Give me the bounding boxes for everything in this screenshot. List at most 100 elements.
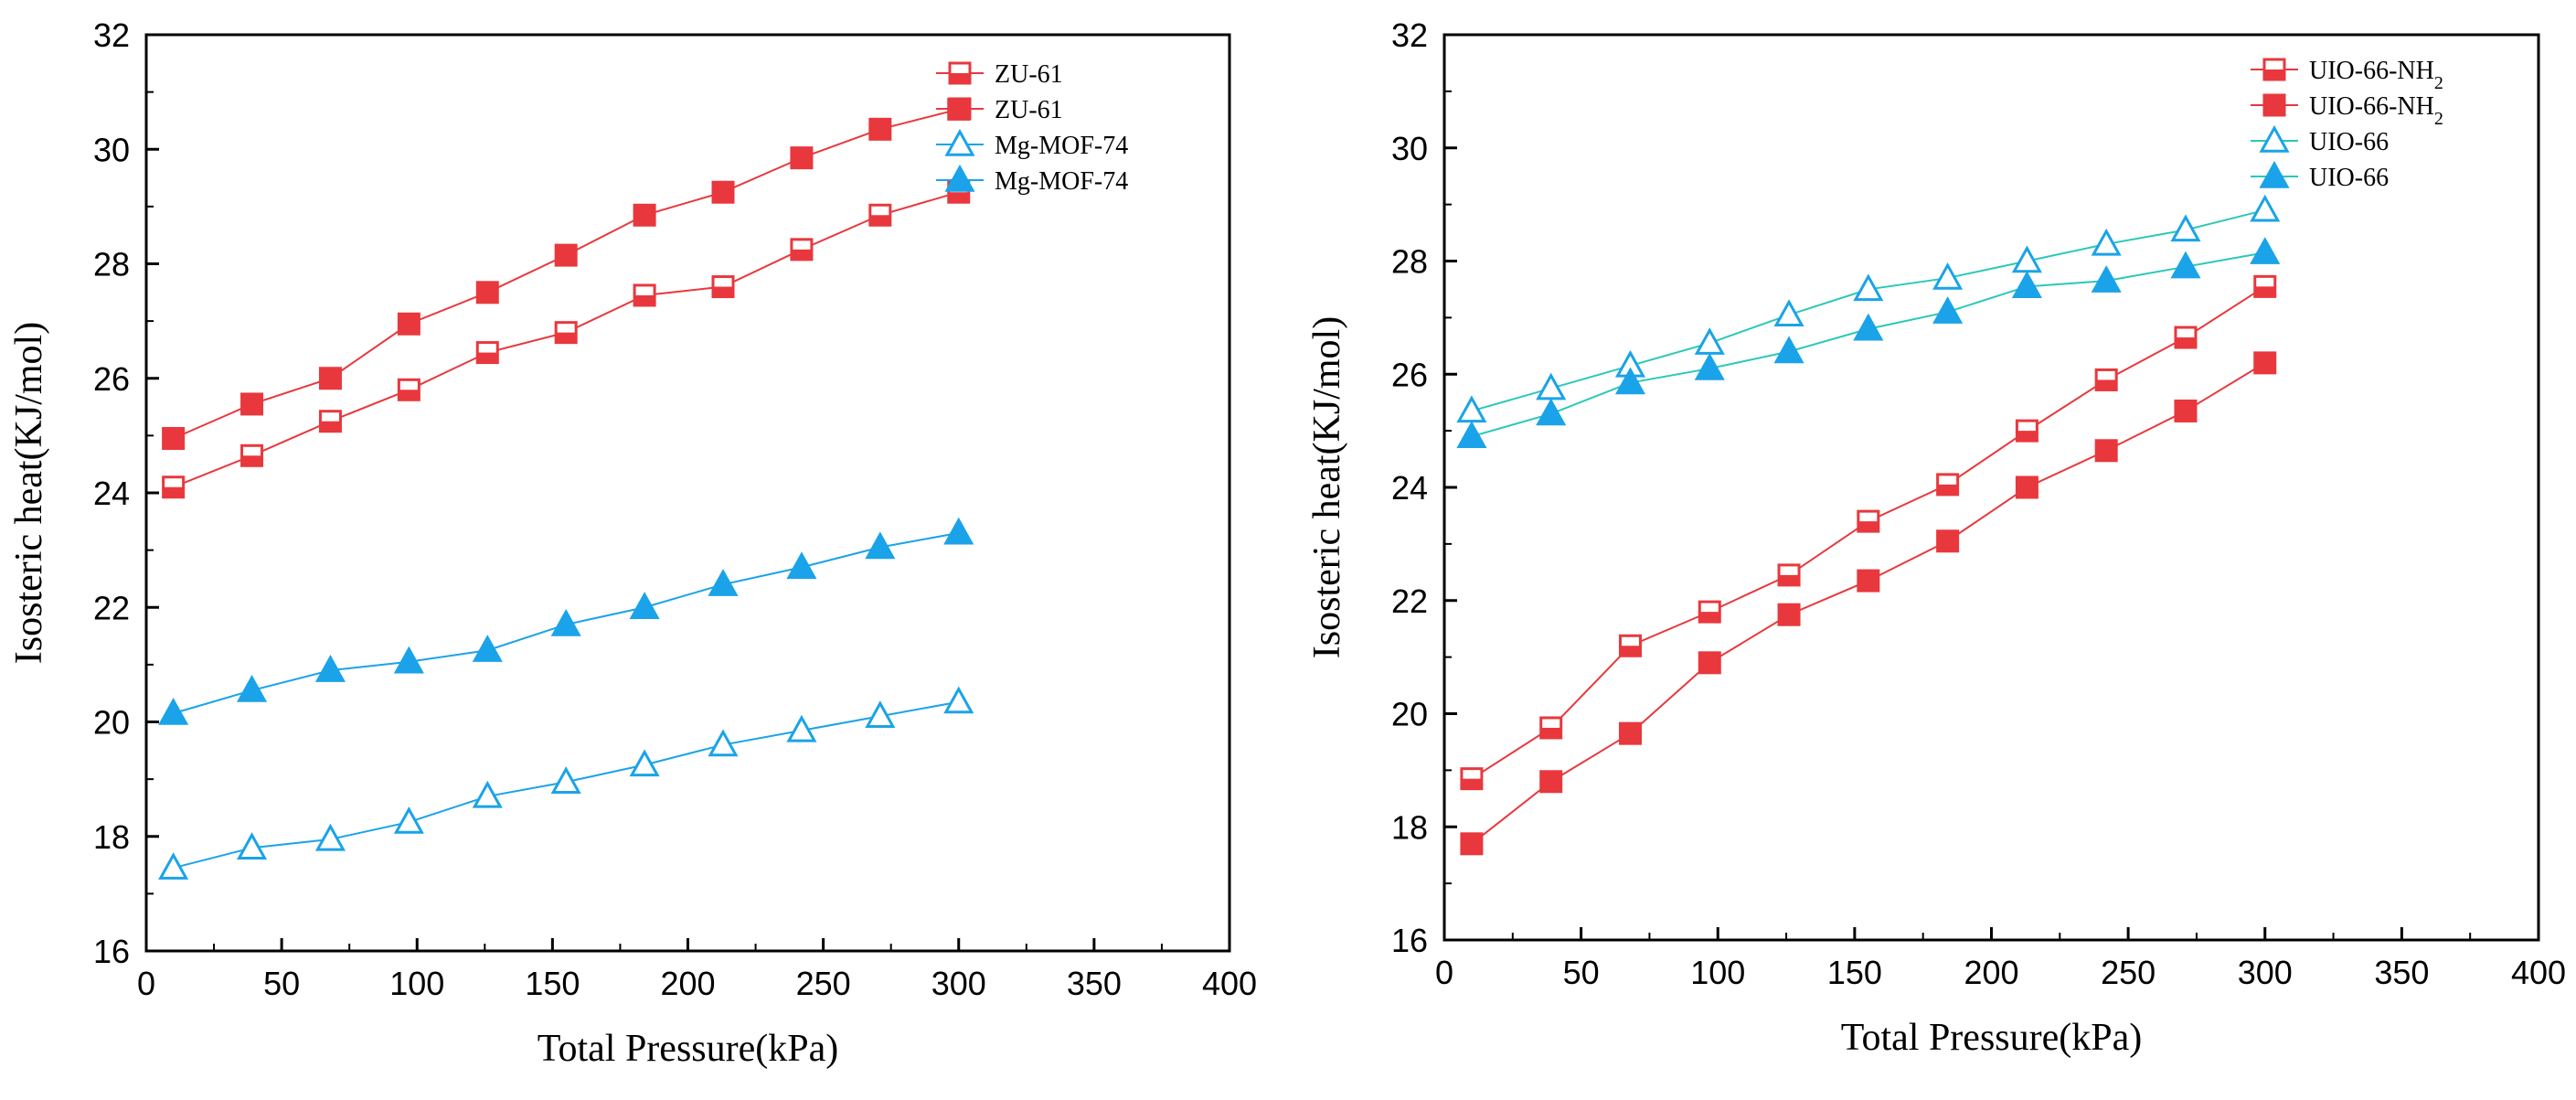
legend-marker	[948, 97, 972, 121]
data-point	[786, 714, 817, 742]
data-point	[1618, 721, 1642, 745]
series-line	[1471, 208, 2265, 412]
y-axis-title: Isosteric heat(KJ/mol)	[8, 322, 50, 664]
data-point	[943, 686, 974, 714]
left-chart-panel: 0 50 100 150 200 250 300 350 400 16 18 20 22 24 26 28 30…	[8, 16, 1257, 1070]
data-point	[2253, 351, 2277, 375]
data-point	[1698, 651, 1721, 675]
y-tick-label: 16	[1391, 922, 1428, 959]
data-point	[2091, 228, 2122, 256]
data-point-fill	[477, 352, 498, 363]
y-tick-label: 24	[93, 475, 130, 512]
data-point	[790, 146, 814, 170]
data-point	[1456, 421, 1487, 449]
data-point-fill	[1779, 574, 1800, 585]
data-point	[1857, 569, 1880, 593]
data-point	[865, 531, 896, 560]
legend-label: Mg-MOF-74	[995, 167, 1128, 196]
data-point	[2011, 271, 2042, 299]
data-point	[1614, 367, 1646, 395]
data-point-fill	[791, 249, 812, 260]
y-tick-label: 32	[1391, 16, 1428, 54]
series-line	[173, 108, 959, 440]
series-1	[1460, 351, 2277, 856]
data-point	[236, 832, 268, 860]
data-point	[162, 427, 186, 451]
data-point-fill	[2096, 379, 2117, 390]
data-point	[708, 729, 739, 757]
data-point	[1853, 273, 1884, 302]
right-chart-panel: 0 50 100 150 200 250 300 350 400 16 18 20 22 24 26 28 30…	[1306, 16, 2566, 1059]
series-1	[162, 97, 971, 451]
legend-label: ZU-61	[995, 96, 1063, 124]
x-tick-label: 350	[2374, 954, 2429, 991]
y-tick-label: 28	[93, 246, 130, 283]
y-axis-title: Isosteric heat(KJ/mol)	[1306, 316, 1348, 658]
data-point	[708, 569, 739, 596]
x-tick-label: 300	[2238, 954, 2293, 991]
legend-item: UIO-66-NH2	[2251, 92, 2443, 129]
data-point	[236, 674, 268, 702]
data-point	[314, 655, 346, 682]
x-axis-title: Total Pressure(kPa)	[538, 1028, 838, 1070]
series-3	[158, 517, 974, 725]
data-point	[554, 243, 578, 267]
x-tick-label: 150	[525, 965, 580, 1002]
series-2	[1456, 194, 2281, 423]
data-point	[397, 312, 420, 336]
legend-item: UIO-66	[2251, 124, 2389, 156]
x-tick-label: 0	[137, 965, 155, 1002]
legend-marker	[2262, 93, 2286, 117]
legend-marker	[944, 128, 975, 156]
y-tick-label: 32	[93, 16, 130, 54]
data-point	[314, 823, 346, 851]
data-point	[2170, 214, 2201, 242]
x-tick-label: 300	[931, 965, 986, 1002]
data-point-fill	[1540, 727, 1561, 738]
data-point	[318, 367, 342, 390]
legend-marker-fill	[950, 73, 970, 83]
x-tick-label: 250	[796, 965, 851, 1002]
data-point-fill	[241, 455, 262, 466]
y-tick-label: 24	[1391, 469, 1428, 507]
legend-marker-fill	[2264, 69, 2284, 80]
legend-label: ZU-61	[995, 60, 1063, 89]
data-point-fill	[948, 192, 969, 203]
data-point	[2250, 237, 2281, 264]
legend-marker	[2259, 160, 2290, 188]
y-tick-label: 28	[1391, 243, 1428, 281]
legend-marker	[944, 164, 975, 192]
y-tick-label: 30	[1391, 130, 1428, 167]
x-tick-label: 350	[1067, 965, 1122, 1002]
x-tick-label: 0	[1435, 954, 1453, 991]
data-point	[1536, 372, 1567, 400]
legend-item: ZU-61	[936, 60, 1063, 89]
data-point	[868, 117, 892, 141]
y-tick-label: 18	[93, 818, 130, 856]
data-point	[711, 180, 735, 204]
data-point	[629, 592, 660, 619]
data-point	[393, 646, 424, 674]
data-point	[1694, 352, 1725, 380]
data-point	[2094, 439, 2118, 463]
legend: ZU-61 ZU-61 Mg-MOF-74 Mg-MOF-74	[936, 60, 1128, 196]
series-line	[1471, 362, 2266, 845]
data-point	[1456, 395, 1487, 423]
data-point	[475, 281, 499, 304]
data-point	[786, 551, 817, 580]
data-point	[158, 852, 189, 880]
y-tick-label: 26	[93, 360, 130, 398]
data-point	[472, 780, 503, 808]
x-tick-label: 400	[2511, 954, 2566, 991]
data-point-fill	[1857, 521, 1879, 532]
data-point	[1777, 603, 1801, 626]
legend-item: ZU-61	[936, 96, 1063, 124]
data-point-fill	[556, 332, 577, 343]
y-tick-label: 30	[93, 131, 130, 168]
data-point-fill	[634, 294, 655, 305]
data-point-fill	[1699, 612, 1720, 623]
x-tick-label: 200	[660, 965, 715, 1002]
data-point	[1932, 296, 1964, 324]
